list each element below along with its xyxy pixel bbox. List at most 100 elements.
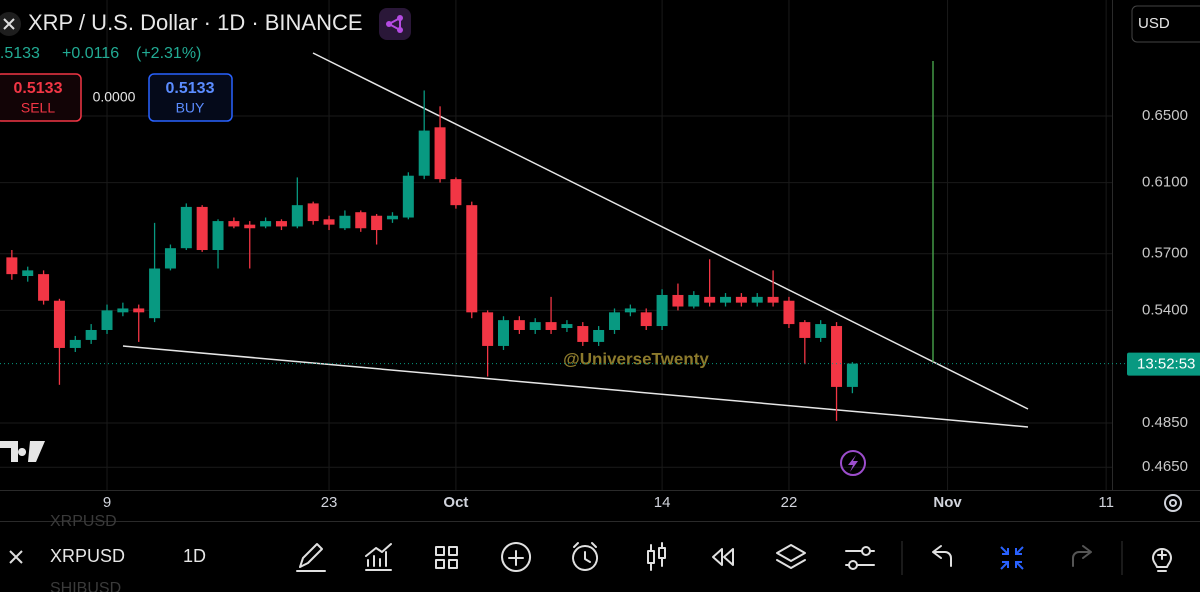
- currency-box: [1131, 5, 1200, 43]
- symbol[interactable]: XRPUSD: [50, 546, 125, 566]
- candle-body: [323, 219, 335, 225]
- candle-body: [735, 296, 747, 303]
- redo: [1072, 545, 1092, 567]
- draw-tool[interactable]: [296, 543, 326, 572]
- buy-label: BUY: [176, 100, 205, 116]
- sell-price: 0.5133: [14, 80, 63, 97]
- sell-button[interactable]: 0.5133 SELL: [0, 73, 82, 122]
- watermark: @UniverseTwenty: [563, 349, 709, 368]
- x-axis: 9 23 Oct 14 22 Nov 11: [103, 494, 1114, 511]
- candle-body: [656, 294, 668, 327]
- settings-icon[interactable]: [1164, 494, 1182, 512]
- fullscreen[interactable]: [1000, 546, 1024, 570]
- last-price: 13:52:53: [0, 352, 1200, 376]
- countdown-box: [1127, 352, 1200, 376]
- candle-body: [117, 308, 129, 313]
- buy-box: [148, 73, 233, 122]
- knob: [861, 546, 871, 556]
- candle-body: [402, 175, 414, 218]
- candle-body: [212, 221, 224, 251]
- candle-body: [244, 224, 256, 229]
- candle-body: [609, 312, 621, 330]
- candle-body: [720, 296, 732, 303]
- candle-body: [228, 221, 240, 227]
- trend-line: [312, 52, 1029, 410]
- candle-body: [513, 320, 525, 330]
- candle-body: [196, 206, 208, 251]
- symbol-title: XRP / U.S. Dollar · 1D · BINANCE: [28, 10, 363, 35]
- alert[interactable]: [572, 542, 599, 571]
- candle-body: [22, 270, 34, 277]
- layers[interactable]: [776, 544, 806, 569]
- remove-symbol[interactable]: [9, 550, 23, 564]
- candle-body: [529, 322, 541, 330]
- interval[interactable]: 1D: [183, 546, 206, 566]
- candle-body: [133, 308, 145, 313]
- candle-body: [482, 312, 494, 346]
- share-lines: [386, 16, 401, 32]
- candle-body: [545, 322, 557, 330]
- next-symbol: SHIBUSD: [50, 580, 121, 592]
- candle-body: [275, 221, 287, 227]
- candle-body: [386, 215, 398, 220]
- ideas[interactable]: [1152, 548, 1172, 572]
- candle-body: [799, 322, 811, 338]
- spread: 0.0000: [93, 89, 136, 105]
- candle-body: [688, 294, 700, 307]
- candle-body: [640, 312, 652, 327]
- chart-type[interactable]: [647, 542, 666, 571]
- buy-button[interactable]: 0.5133 BUY: [148, 73, 233, 122]
- candle-body: [38, 274, 50, 301]
- gear-hub: [1169, 499, 1177, 507]
- candle-body: [418, 130, 430, 176]
- share-icon[interactable]: [379, 8, 411, 40]
- y-tick-label: 0.6500: [1142, 107, 1188, 124]
- y-tick-label: 0.5400: [1142, 301, 1188, 318]
- candle-body: [593, 329, 605, 342]
- y-tick-label: 0.4650: [1142, 458, 1188, 475]
- candle-body: [260, 221, 272, 227]
- close-x: [3, 18, 15, 30]
- currency-button[interactable]: USD: [1131, 5, 1200, 43]
- candle-body: [85, 329, 97, 340]
- slider-knobs: [848, 546, 871, 570]
- share-bg: [379, 8, 411, 40]
- close-button[interactable]: [0, 12, 21, 36]
- gear: [1164, 494, 1182, 512]
- candle-body: [561, 324, 573, 329]
- sell-box: [0, 73, 82, 122]
- undo[interactable]: [932, 545, 952, 567]
- candle-body: [53, 300, 65, 348]
- x-tick-label: 14: [654, 494, 671, 511]
- candle-body: [69, 339, 81, 348]
- candle-body: [704, 296, 716, 303]
- knob: [848, 560, 858, 570]
- replay[interactable]: [712, 548, 734, 566]
- last-price-text: 0.5133: [0, 45, 40, 62]
- change: +0.0116: [62, 45, 119, 62]
- candle-body: [497, 320, 509, 346]
- x-tick-label: 22: [781, 494, 798, 511]
- indicators[interactable]: [365, 543, 392, 571]
- candle-body: [164, 248, 176, 269]
- logo: [0, 441, 45, 462]
- candle-body: [846, 363, 858, 387]
- buy-price: 0.5133: [166, 80, 215, 97]
- candle-body: [783, 300, 795, 325]
- y-tick-label: 0.6100: [1142, 174, 1188, 191]
- sell-label: SELL: [21, 100, 55, 116]
- candle-body: [101, 310, 113, 330]
- candle-body: [291, 205, 303, 227]
- events-icon[interactable]: [840, 450, 866, 476]
- candle-body: [624, 308, 636, 313]
- candle-body: [466, 205, 478, 313]
- candle-body: [355, 212, 367, 229]
- x-tick-label: 11: [1098, 494, 1114, 511]
- layouts[interactable]: [435, 546, 458, 569]
- add[interactable]: [501, 542, 532, 572]
- candle-body: [307, 203, 319, 222]
- candle-body: [577, 326, 589, 342]
- x-tick-label: 9: [103, 494, 111, 511]
